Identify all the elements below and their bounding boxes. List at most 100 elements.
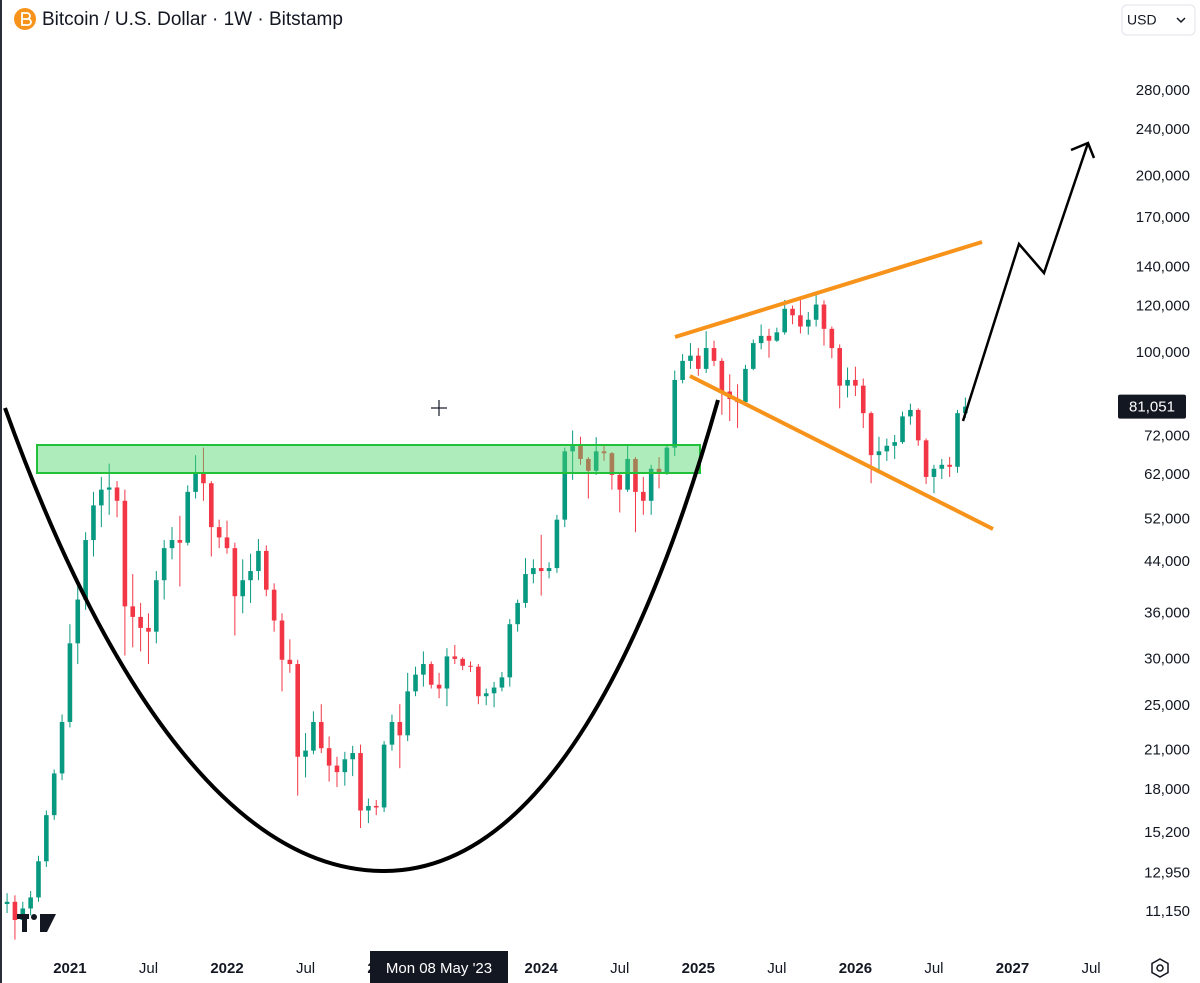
candle-body bbox=[813, 304, 819, 320]
candle-body bbox=[939, 464, 945, 469]
candle-body bbox=[114, 487, 120, 501]
candle-body bbox=[711, 348, 717, 361]
candle-body bbox=[531, 568, 536, 575]
candle-body bbox=[805, 319, 811, 327]
x-tick-label: Jul bbox=[296, 960, 315, 977]
x-tick-label: Jul bbox=[924, 960, 943, 977]
y-tick-label: 18,000 bbox=[1144, 781, 1190, 798]
candle-body bbox=[91, 505, 96, 541]
candle-body bbox=[83, 540, 88, 600]
left-border bbox=[0, 0, 2, 983]
candle-body bbox=[648, 468, 654, 501]
y-tick-label: 11,150 bbox=[1145, 903, 1190, 920]
candle-body bbox=[892, 442, 897, 446]
candle-body bbox=[593, 451, 599, 471]
candle-body bbox=[122, 500, 128, 607]
candle-body bbox=[366, 805, 371, 811]
candle-body bbox=[876, 451, 882, 456]
candle-body bbox=[248, 571, 253, 581]
candle-body bbox=[256, 550, 261, 572]
candle-body bbox=[625, 458, 630, 490]
candle-body bbox=[538, 568, 544, 572]
cup-curve[interactable] bbox=[3, 399, 720, 874]
candle-body bbox=[790, 308, 795, 316]
candle-body bbox=[224, 537, 230, 549]
support-zone[interactable] bbox=[36, 444, 701, 474]
currency-button[interactable] bbox=[1121, 4, 1196, 36]
candle-body bbox=[452, 656, 458, 659]
candle-body bbox=[311, 721, 316, 751]
candle-body bbox=[515, 602, 520, 625]
candle-body bbox=[185, 491, 191, 543]
candle-body bbox=[381, 744, 387, 808]
candle-body bbox=[546, 568, 552, 572]
candle-body bbox=[562, 451, 568, 520]
candle-body bbox=[75, 599, 81, 644]
candle-body bbox=[161, 548, 167, 581]
tv-logo bbox=[17, 914, 56, 932]
candle-body bbox=[845, 379, 850, 386]
candle-body bbox=[947, 464, 952, 467]
candle-body bbox=[334, 765, 340, 773]
candle-body bbox=[428, 664, 434, 685]
candle-body bbox=[821, 304, 827, 329]
candle-body bbox=[350, 753, 355, 760]
candle-body bbox=[766, 335, 772, 341]
candle-body bbox=[798, 315, 803, 327]
candle-body bbox=[476, 666, 481, 697]
upper-trend-line[interactable] bbox=[674, 240, 983, 339]
y-tick-label: 25,000 bbox=[1144, 697, 1190, 714]
candle-body bbox=[507, 624, 513, 678]
candle-body bbox=[915, 409, 921, 441]
candle-body bbox=[421, 664, 426, 675]
arrow-head bbox=[1070, 141, 1096, 159]
candle-body bbox=[837, 348, 842, 386]
currency-label[interactable]: USD bbox=[1127, 12, 1157, 28]
candle-body bbox=[868, 413, 874, 456]
candle-body bbox=[28, 897, 33, 909]
candle-body bbox=[554, 519, 560, 569]
y-tick-label: 52,000 bbox=[1144, 511, 1190, 528]
crosshair-date-label: Mon 08 May '23 bbox=[386, 960, 492, 977]
y-tick-label: 15,200 bbox=[1144, 824, 1190, 841]
candle-body bbox=[750, 343, 756, 369]
last-price-label: 81,051 bbox=[1129, 399, 1175, 416]
overlay: 280,000 240,000 200,000 170,000 140,000 120,0… bbox=[53, 82, 1190, 983]
y-tick-label: 120,000 bbox=[1136, 298, 1190, 315]
candle-body bbox=[908, 409, 913, 417]
candle-body bbox=[664, 447, 670, 473]
candle-body bbox=[106, 487, 112, 490]
candle-body bbox=[232, 548, 238, 597]
candle-body bbox=[146, 627, 151, 632]
candle-body bbox=[99, 489, 104, 506]
settings-icon[interactable] bbox=[1151, 958, 1169, 978]
candle-body bbox=[499, 677, 505, 688]
candle-body bbox=[318, 721, 324, 749]
x-tick-label: 2024 bbox=[525, 960, 559, 977]
candle-body bbox=[193, 472, 198, 492]
candle-body bbox=[523, 574, 528, 603]
candle-body bbox=[578, 445, 583, 459]
candle-body bbox=[491, 687, 497, 694]
last-price-box bbox=[1118, 394, 1186, 419]
candle-body bbox=[208, 483, 214, 528]
candle-body bbox=[295, 664, 301, 757]
y-tick-label: 44,000 bbox=[1144, 553, 1190, 570]
candle-body bbox=[51, 773, 57, 816]
candle-body bbox=[287, 659, 293, 665]
candle-body bbox=[703, 348, 709, 369]
candle-body bbox=[413, 674, 418, 692]
x-tick-label: 2021 bbox=[53, 960, 86, 977]
candle-body bbox=[782, 308, 788, 333]
candle-body bbox=[67, 643, 73, 722]
projection-arrow[interactable] bbox=[961, 142, 1090, 422]
lower-trend-line[interactable] bbox=[689, 374, 994, 531]
candle-body bbox=[853, 379, 858, 386]
candle-body bbox=[303, 750, 308, 757]
candle-body bbox=[271, 589, 277, 621]
x-tick-label: Jul bbox=[1081, 960, 1100, 977]
candle-body bbox=[900, 416, 905, 443]
x-tick-label: Jul bbox=[767, 960, 786, 977]
candle-body bbox=[688, 355, 693, 361]
